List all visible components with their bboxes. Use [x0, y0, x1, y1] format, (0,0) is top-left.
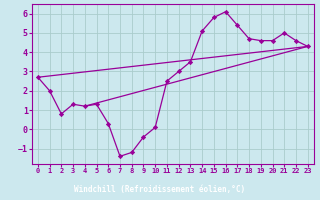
- Text: Windchill (Refroidissement éolien,°C): Windchill (Refroidissement éolien,°C): [75, 185, 245, 194]
